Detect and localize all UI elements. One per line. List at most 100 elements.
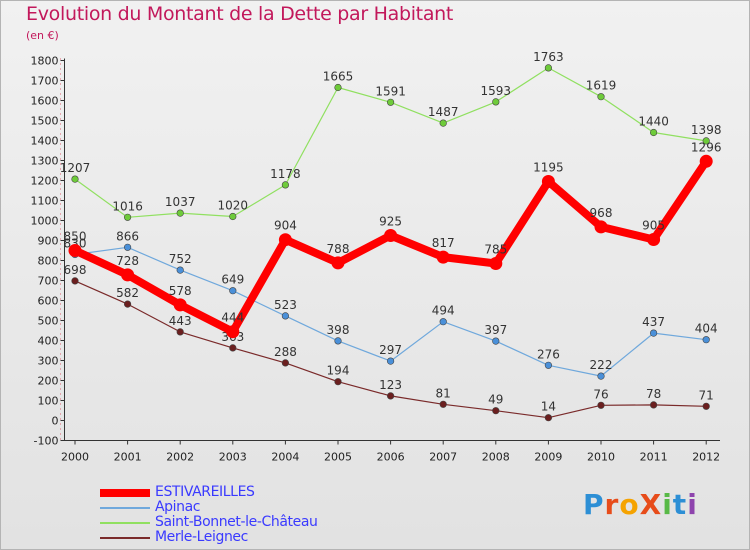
data-label-apinac: 494 [432, 304, 455, 318]
y-tick-label: 900 [38, 235, 59, 248]
legend-swatch-saint-bonnet-le-ch-teau [100, 522, 150, 524]
data-label-merle-leignec: 76 [593, 387, 608, 401]
data-label-saint-bonnet-le-ch-teau: 1016 [112, 199, 143, 213]
data-point-estivareilles [541, 175, 555, 188]
data-point-apinac [387, 357, 395, 365]
data-label-apinac: 866 [116, 229, 139, 243]
data-label-estivareilles: 925 [379, 215, 402, 229]
data-point-apinac [492, 337, 500, 345]
data-point-saint-bonnet-le-ch-teau [439, 119, 447, 127]
x-tick-label: 2005 [324, 451, 352, 464]
x-tick-label: 2003 [219, 451, 247, 464]
y-tick-label: -100 [34, 435, 59, 448]
data-label-merle-leignec: 49 [488, 393, 503, 407]
data-label-merle-leignec: 288 [274, 345, 297, 359]
data-label-merle-leignec: 123 [379, 378, 402, 392]
data-label-saint-bonnet-le-ch-teau: 1665 [323, 70, 354, 84]
data-point-merle-leignec [123, 300, 132, 308]
legend-label-merle-leignec: Merle-Leignec [155, 529, 248, 545]
data-point-apinac [597, 372, 605, 380]
data-label-saint-bonnet-le-ch-teau: 1593 [481, 84, 512, 98]
y-tick-label: 0 [52, 415, 59, 428]
logo-letter: i [687, 488, 698, 521]
y-tick-label: 200 [38, 375, 59, 388]
data-label-saint-bonnet-le-ch-teau: 1398 [691, 123, 722, 137]
data-label-merle-leignec: 81 [436, 386, 451, 400]
data-label-estivareilles: 728 [116, 254, 139, 268]
data-point-merle-leignec [334, 378, 342, 386]
data-point-saint-bonnet-le-ch-teau [492, 98, 500, 106]
data-point-apinac [176, 266, 184, 274]
data-point-merle-leignec [544, 414, 553, 422]
logo-letter: P [583, 488, 605, 521]
data-point-merle-leignec [281, 359, 290, 367]
data-point-estivareilles [173, 298, 187, 312]
logo-letter: X [639, 488, 663, 521]
logo-letter: i [662, 488, 673, 521]
data-label-merle-leignec: 582 [116, 286, 139, 300]
data-label-apinac: 297 [379, 343, 402, 357]
data-label-estivareilles: 788 [327, 242, 350, 256]
line-chart: -100 0 100 200 300 400 500 600 700 800 900 1000 1100… [31, 50, 722, 464]
x-tick-label: 2011 [640, 451, 668, 464]
data-point-merle-leignec [439, 400, 447, 408]
y-tick-label: 1400 [31, 135, 59, 148]
data-point-saint-bonnet-le-ch-teau [229, 212, 237, 221]
data-point-apinac [281, 312, 290, 320]
chart-title: Evolution du Montant de la Dette par Hab… [26, 3, 454, 25]
data-label-apinac: 752 [169, 252, 192, 266]
legend-label-apinac: Apinac [155, 499, 201, 515]
x-tick-label: 2007 [429, 451, 457, 464]
data-point-saint-bonnet-le-ch-teau [334, 83, 342, 92]
legend-swatch-estivareilles [100, 489, 150, 497]
data-point-saint-bonnet-le-ch-teau [702, 137, 710, 145]
data-point-merle-leignec [492, 407, 500, 415]
y-tick-label: 1300 [31, 155, 59, 168]
y-tick-label: 600 [38, 295, 59, 308]
data-label-apinac: 276 [537, 347, 560, 361]
data-point-estivareilles [68, 244, 82, 257]
data-point-apinac [334, 337, 342, 345]
data-label-saint-bonnet-le-ch-teau: 1440 [638, 115, 669, 129]
x-tick-label: 2004 [271, 451, 299, 464]
x-tick-label: 2008 [482, 451, 510, 464]
data-point-estivareilles [384, 229, 398, 242]
data-point-saint-bonnet-le-ch-teau [123, 213, 132, 221]
y-tick-label: 400 [38, 335, 59, 348]
data-label-apinac: 398 [327, 323, 350, 337]
data-point-estivareilles [699, 154, 713, 168]
data-point-merle-leignec [229, 344, 237, 352]
x-tick-label: 2002 [166, 451, 194, 464]
logo-letter: r [604, 488, 620, 521]
data-label-estivareilles: 1296 [691, 140, 722, 154]
chart-subtitle: (en €) [26, 29, 59, 42]
series-line-estivareilles [71, 157, 711, 336]
legend-label-estivareilles: ESTIVAREILLES [155, 484, 255, 500]
x-tick-label: 2010 [587, 451, 615, 464]
data-point-merle-leignec [702, 402, 710, 410]
data-point-saint-bonnet-le-ch-teau [597, 93, 605, 101]
data-point-estivareilles [647, 233, 661, 246]
data-label-saint-bonnet-le-ch-teau: 1207 [60, 161, 91, 175]
y-tick-label: 800 [38, 255, 59, 268]
data-point-estivareilles [489, 257, 503, 270]
data-point-apinac [123, 243, 132, 251]
data-point-saint-bonnet-le-ch-teau [176, 209, 184, 217]
data-point-merle-leignec [649, 401, 658, 409]
data-label-apinac: 437 [642, 315, 665, 329]
data-label-saint-bonnet-le-ch-teau: 1178 [270, 167, 301, 181]
data-label-saint-bonnet-le-ch-teau: 1763 [533, 50, 564, 64]
y-tick-label: 1700 [31, 75, 59, 88]
x-tick-label: 2001 [114, 451, 142, 464]
data-label-saint-bonnet-le-ch-teau: 1487 [428, 105, 459, 119]
data-point-estivareilles [331, 256, 345, 270]
data-label-merle-leignec: 698 [64, 263, 87, 277]
y-tick-label: 1500 [31, 115, 59, 128]
data-point-estivareilles [121, 268, 135, 282]
y-tick-label: 1800 [31, 55, 59, 68]
data-label-estivareilles: 968 [590, 206, 613, 220]
y-tick-label: 100 [38, 395, 59, 408]
data-point-estivareilles [594, 220, 608, 234]
data-point-estivareilles [436, 250, 450, 264]
data-point-estivareilles [226, 325, 240, 339]
